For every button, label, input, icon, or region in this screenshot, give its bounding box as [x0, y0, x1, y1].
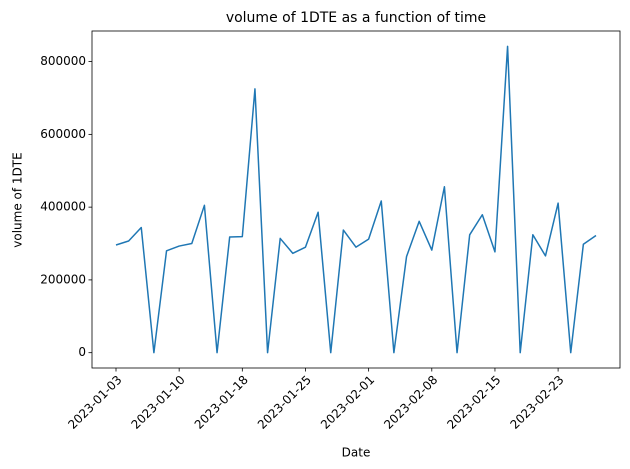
y-tick-label: 600000 [40, 127, 86, 141]
y-tick-label: 400000 [40, 200, 86, 214]
x-tick-label: 2023-01-18 [192, 373, 251, 432]
y-tick-label: 800000 [40, 54, 86, 68]
x-tick-label: 2023-01-03 [65, 373, 124, 432]
data-line [115, 45, 597, 354]
x-tick-label: 2023-02-01 [318, 373, 377, 432]
x-tick-label: 2023-01-25 [255, 373, 314, 432]
chart-title: volume of 1DTE as a function of time [226, 10, 486, 26]
y-tick-label: 200000 [40, 272, 86, 286]
x-axis-label: Date [342, 446, 371, 460]
x-tick-label: 2023-02-15 [444, 373, 503, 432]
x-tick-label: 2023-01-10 [129, 373, 188, 432]
plot-frame [91, 30, 621, 369]
y-axis-label: volume of 1DTE [11, 152, 25, 247]
x-tick-label: 2023-02-23 [507, 373, 566, 432]
y-tick-label: 0 [78, 345, 86, 359]
x-tick-label: 2023-02-08 [381, 373, 440, 432]
